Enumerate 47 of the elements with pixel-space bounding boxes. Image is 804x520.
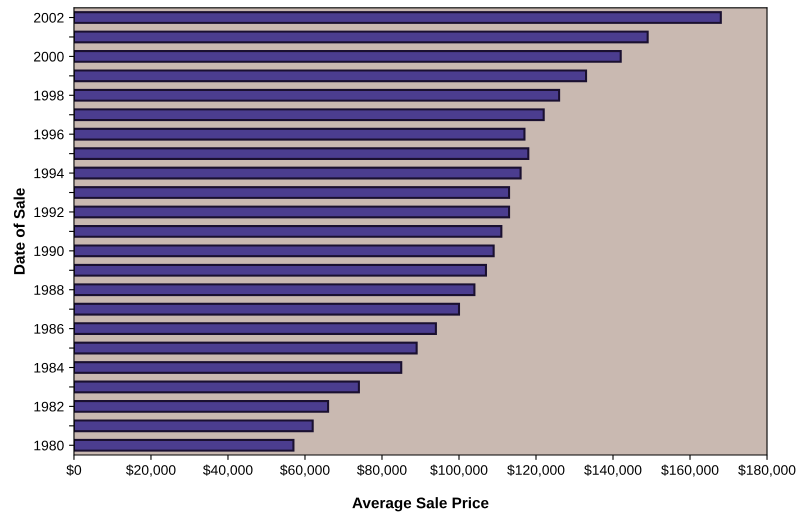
x-tick-label: $180,000 [738, 464, 796, 477]
y-tick-label: 1984 [34, 362, 64, 373]
y-tick-label: 1992 [34, 207, 64, 218]
x-tick-label: $80,000 [357, 464, 407, 477]
y-tick-label: 1986 [34, 324, 64, 334]
x-tick-label: $120,000 [507, 464, 564, 477]
y-tick-label: 1996 [34, 130, 64, 140]
bar [74, 302, 460, 316]
x-tick-label: $160,000 [661, 464, 718, 477]
bar [74, 30, 649, 44]
x-axis-title: Average Sale Price [352, 497, 488, 512]
bar [74, 400, 330, 413]
x-tick-label: $20,000 [126, 464, 176, 477]
x-tick-label: $40,000 [203, 464, 253, 477]
x-tick-label: $60,000 [280, 464, 330, 477]
y-tick-label: 1994 [34, 168, 64, 178]
bar [74, 380, 360, 394]
bar [74, 11, 722, 24]
bar [74, 166, 522, 180]
bar [74, 283, 476, 296]
bar [74, 244, 495, 258]
bar [74, 361, 402, 374]
y-tick-label: 2000 [34, 52, 64, 62]
bar [74, 322, 437, 336]
y-tick-label: 1990 [34, 246, 64, 256]
bar [74, 108, 545, 122]
bar [74, 69, 588, 82]
y-axis-title: Date of Sale [14, 188, 25, 274]
bar [74, 438, 294, 452]
bar [74, 186, 510, 199]
y-tick-label: 2002 [34, 12, 64, 23]
x-tick-label: $140,000 [584, 464, 642, 477]
bar [74, 128, 526, 141]
y-tick-label: 1998 [34, 90, 64, 100]
bar [74, 225, 502, 238]
y-tick-label: 1988 [34, 285, 64, 295]
bar [74, 88, 560, 102]
bar [74, 264, 487, 277]
bar [74, 50, 622, 63]
y-tick-label: 1980 [34, 440, 64, 450]
bar [74, 342, 418, 354]
x-tick-label: $0 [66, 464, 82, 476]
bar [74, 419, 314, 432]
x-tick-label: $100,000 [430, 464, 488, 477]
bar [74, 206, 510, 218]
y-tick-label: 1982 [34, 402, 64, 412]
bar [74, 147, 530, 160]
